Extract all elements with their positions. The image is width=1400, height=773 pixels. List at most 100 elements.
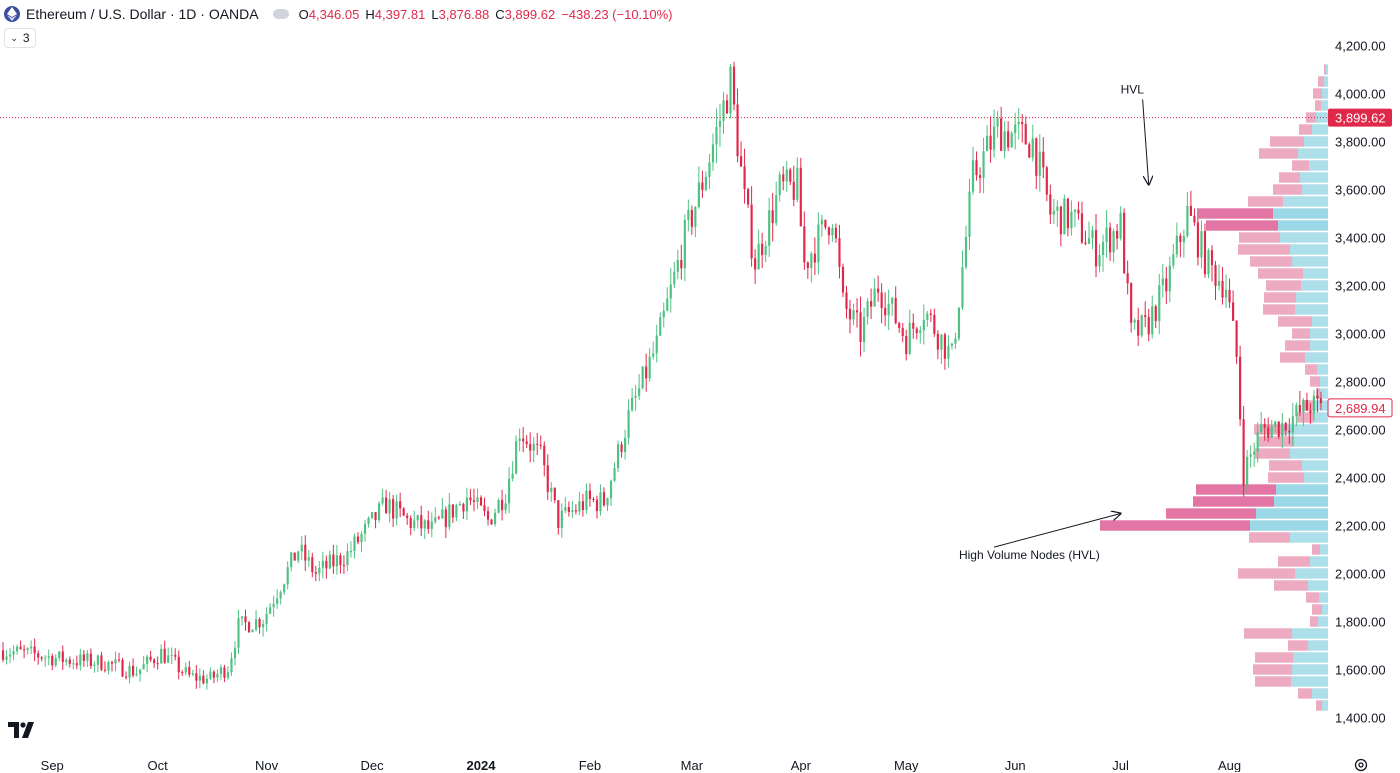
candle [395, 494, 398, 526]
candle [522, 427, 525, 453]
candle [304, 535, 307, 571]
volume-profile-row [1255, 448, 1328, 459]
candle [898, 321, 901, 333]
candle [167, 647, 170, 663]
candle [929, 308, 932, 322]
candle [971, 146, 975, 195]
candle [884, 292, 887, 327]
ohlc-close: C3,899.62 [495, 6, 556, 22]
annotation[interactable]: HVL [1121, 83, 1149, 185]
candle [954, 332, 957, 349]
candle [824, 219, 827, 230]
candle [1000, 106, 1003, 151]
candle [37, 650, 40, 665]
y-tick-label: 3,800.00 [1335, 135, 1386, 150]
candle [1133, 318, 1136, 330]
annotation[interactable]: High Volume Nodes (HVL) [959, 514, 1121, 563]
indicators-collapse-button[interactable]: ⌄ 3 [4, 28, 36, 48]
x-tick-label: Mar [681, 758, 704, 772]
candle [852, 303, 855, 326]
candle [1116, 223, 1119, 250]
x-tick-label: Aug [1218, 758, 1241, 772]
candle [1042, 137, 1045, 179]
svg-text:HVL: HVL [1121, 83, 1145, 97]
candle [1098, 244, 1101, 273]
candle [546, 454, 549, 501]
candle [89, 648, 92, 669]
candle [715, 108, 718, 164]
candle [26, 647, 29, 655]
candle [8, 648, 12, 664]
y-tick-label: 1,800.00 [1335, 615, 1386, 630]
candle [1151, 295, 1154, 339]
candle [736, 88, 739, 163]
candle [722, 91, 725, 134]
candle [1126, 260, 1129, 295]
gear-icon[interactable] [1353, 757, 1369, 773]
x-tick-label: Sep [41, 758, 64, 772]
candle [72, 658, 75, 670]
candle [483, 497, 486, 517]
candle [1014, 112, 1017, 150]
candle [209, 667, 212, 681]
y-tick-label: 3,200.00 [1335, 279, 1386, 294]
candle [1028, 142, 1031, 159]
market-status-dot[interactable] [272, 9, 289, 19]
candle [588, 483, 592, 507]
symbol-legend[interactable]: Ethereum / U.S. Dollar · 1D · OANDA O4,3… [4, 4, 673, 24]
candle [497, 498, 500, 514]
candle [922, 304, 925, 345]
candle [476, 488, 479, 510]
price-change: −438.23 (−10.10%) [561, 6, 673, 22]
candle [82, 650, 85, 667]
candle [339, 552, 342, 574]
candle [1175, 222, 1178, 258]
candle [349, 541, 353, 558]
candle [638, 373, 641, 401]
candle [616, 440, 620, 472]
candle [490, 518, 493, 526]
candle [455, 503, 458, 522]
volume-profile-row [1292, 160, 1328, 171]
candle [1158, 273, 1161, 335]
candle [465, 487, 469, 521]
candle [585, 483, 588, 514]
candle [996, 110, 999, 138]
price-axis[interactable]: 4,200.00 4,000.00 3,800.00 3,600.00 3,400.00… [1327, 39, 1393, 726]
candle [1063, 194, 1066, 235]
candle [1277, 421, 1280, 440]
x-tick-label: Jun [1005, 758, 1026, 772]
candle [680, 244, 683, 280]
candle [529, 432, 532, 463]
candle [195, 665, 198, 689]
candle [560, 503, 563, 538]
candle [1010, 131, 1013, 148]
tradingview-logo-icon[interactable] [8, 722, 40, 738]
candle [859, 296, 862, 357]
candle [420, 505, 423, 537]
candle [564, 497, 567, 514]
candle [293, 552, 296, 561]
volume-profile-row [1196, 484, 1328, 495]
candle [659, 312, 662, 337]
candle [599, 484, 602, 516]
candle [1309, 403, 1312, 424]
candle [697, 166, 700, 209]
volume-profile-row [1305, 364, 1328, 375]
volume-profile-row [1206, 220, 1328, 231]
candle [279, 590, 282, 605]
candle [1179, 233, 1182, 258]
candle [950, 342, 954, 350]
candle [1070, 200, 1073, 236]
y-tick-label: 2,800.00 [1335, 375, 1386, 390]
candle [1224, 274, 1228, 309]
candle [641, 365, 644, 390]
volume-profile-row [1273, 184, 1328, 195]
candle [307, 550, 310, 567]
volume-profile-row [1312, 544, 1328, 555]
candle [1270, 420, 1273, 438]
x-tick-label: Jul [1112, 758, 1129, 772]
volume-profile-row [1298, 688, 1328, 699]
time-axis[interactable]: Sep Oct Nov Dec 2024 Feb Mar Apr May Jun Jul Aug [41, 758, 1241, 772]
